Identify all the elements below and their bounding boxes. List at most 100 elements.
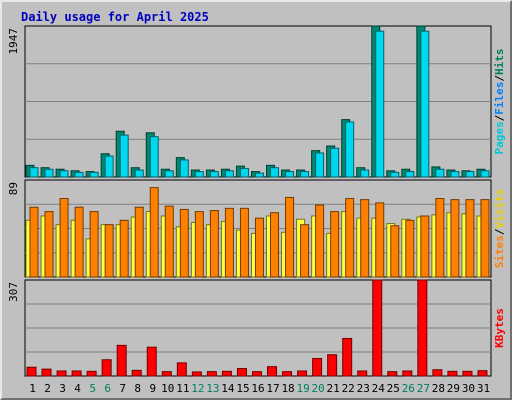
- bar-sites-day-12: [194, 211, 204, 278]
- bar-files-day-31: [480, 170, 490, 178]
- legend-entry: Files: [493, 82, 506, 115]
- bar-files-day-16: [254, 172, 264, 178]
- x-tick-label-day-9: 9: [149, 382, 156, 395]
- panel-legend: Sites/Visits: [493, 189, 506, 269]
- x-tick-label-day-28: 28: [432, 382, 445, 395]
- legend-entry: Pages: [493, 121, 506, 154]
- legend-entry: KBytes: [493, 308, 506, 348]
- x-tick-label-day-2: 2: [44, 382, 51, 395]
- x-tick-label-day-19: 19: [296, 382, 309, 395]
- chart-title: Daily usage for April 2025: [21, 10, 209, 24]
- bar-sites-day-10: [164, 205, 174, 278]
- bar-sites-day-16: [254, 217, 264, 278]
- bar-sites-day-17: [270, 212, 280, 278]
- bar-files-day-29: [450, 171, 460, 178]
- bar-kbytes-day-16: [251, 371, 262, 377]
- legend-entry: Visits: [493, 189, 506, 229]
- bar-files-day-5: [89, 171, 99, 178]
- bar-kbytes-day-31: [477, 370, 488, 377]
- x-tick-label-day-26: 26: [402, 382, 415, 395]
- x-tick-label-day-11: 11: [176, 382, 189, 395]
- legend-entry: /: [493, 228, 506, 235]
- legend-entry: Hits: [493, 49, 506, 76]
- bar-sites-day-26: [405, 219, 415, 278]
- bar-sites-day-24: [375, 202, 385, 278]
- x-tick-label-day-27: 27: [417, 382, 430, 395]
- bar-sites-day-1: [29, 206, 39, 278]
- bar-files-day-27: [420, 30, 430, 178]
- x-tick-label-day-25: 25: [387, 382, 400, 395]
- bar-sites-day-23: [360, 199, 370, 278]
- bar-sites-day-5: [89, 211, 99, 278]
- bar-files-day-20: [315, 152, 325, 178]
- bar-files-day-9: [149, 136, 159, 178]
- x-tick-label-day-18: 18: [281, 382, 294, 395]
- bar-files-day-13: [209, 171, 219, 178]
- bar-kbytes-day-26: [402, 370, 413, 377]
- bar-kbytes-day-30: [462, 370, 473, 377]
- bar-sites-day-14: [224, 207, 234, 278]
- x-tick-label-day-12: 12: [191, 382, 204, 395]
- bar-kbytes-day-2: [41, 368, 52, 377]
- bar-kbytes-day-8: [131, 369, 142, 377]
- bar-sites-day-20: [315, 204, 325, 278]
- x-tick-label-day-23: 23: [357, 382, 370, 395]
- x-tick-label-day-21: 21: [327, 382, 340, 395]
- bar-files-day-3: [59, 170, 69, 178]
- bar-kbytes-day-5: [86, 370, 97, 377]
- panel-legend: Pages/Files/Hits: [493, 49, 506, 155]
- bar-sites-day-28: [435, 198, 445, 278]
- bar-sites-day-9: [149, 187, 159, 278]
- bar-kbytes-day-15: [236, 367, 247, 377]
- panel-max-label: 1947: [7, 28, 20, 55]
- bar-kbytes-day-17: [267, 366, 278, 377]
- bar-sites-day-11: [179, 208, 189, 278]
- x-tick-label-day-10: 10: [161, 382, 174, 395]
- bar-files-day-6: [104, 155, 114, 178]
- bar-sites-day-30: [465, 199, 475, 278]
- bar-sites-day-29: [450, 199, 460, 278]
- bar-kbytes-day-28: [432, 369, 443, 377]
- x-tick-label-day-24: 24: [372, 382, 386, 395]
- bar-sites-day-21: [330, 211, 340, 278]
- x-tick-label-day-3: 3: [59, 382, 66, 395]
- bar-files-day-15: [239, 167, 249, 178]
- bar-kbytes-day-1: [26, 366, 37, 377]
- panel-3: 307 KBytes: [7, 279, 506, 377]
- bar-kbytes-day-9: [146, 346, 157, 377]
- x-tick-label-day-20: 20: [312, 382, 325, 395]
- bar-sites-day-22: [345, 198, 355, 278]
- bar-files-day-2: [44, 168, 54, 178]
- legend-entry: /: [493, 75, 506, 82]
- bar-files-day-24: [375, 30, 385, 178]
- bar-kbytes-day-21: [327, 354, 338, 377]
- bar-sites-day-15: [239, 207, 249, 278]
- bar-sites-day-3: [59, 198, 69, 278]
- x-tick-label-day-16: 16: [251, 382, 264, 395]
- bar-sites-day-8: [134, 206, 144, 278]
- bar-files-day-23: [360, 169, 370, 178]
- bar-kbytes-day-4: [71, 370, 82, 377]
- x-tick-label-day-22: 22: [342, 382, 355, 395]
- panel-max-label: 307: [7, 282, 20, 302]
- legend-entry: Sites: [493, 235, 506, 268]
- panel-legend: KBytes: [493, 308, 506, 348]
- bar-files-day-17: [270, 167, 280, 178]
- bar-files-day-8: [134, 169, 144, 178]
- bar-kbytes-day-7: [116, 344, 127, 377]
- x-tick-label-day-1: 1: [29, 382, 36, 395]
- bar-sites-day-6: [104, 224, 114, 278]
- x-tick-label-day-13: 13: [206, 382, 219, 395]
- bar-kbytes-day-20: [312, 357, 323, 377]
- x-tick-label-day-8: 8: [134, 382, 141, 395]
- bar-kbytes-day-18: [282, 371, 293, 377]
- bar-kbytes-day-24: [372, 279, 383, 377]
- bar-kbytes-day-14: [221, 370, 232, 377]
- panel-max-label: 89: [7, 182, 20, 195]
- bar-sites-day-4: [74, 206, 84, 278]
- bar-sites-day-31: [480, 199, 490, 278]
- bar-files-day-10: [164, 170, 174, 178]
- bar-sites-day-27: [420, 215, 430, 278]
